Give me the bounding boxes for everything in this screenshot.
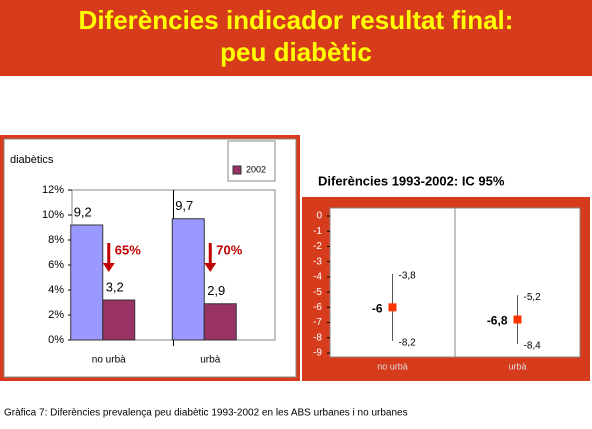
lower-label: -8,4 xyxy=(524,341,542,352)
arrow-head xyxy=(204,263,217,272)
y-tick-label: -1 xyxy=(313,226,322,237)
bar xyxy=(203,303,237,341)
point xyxy=(388,303,397,312)
y-tick-label: -2 xyxy=(313,241,322,252)
y-tick-label: -7 xyxy=(313,317,322,328)
legend-swatch xyxy=(232,165,242,175)
value-label: 3,2 xyxy=(106,279,124,294)
upper-label: -5,2 xyxy=(524,292,542,303)
y-tick-label: 2% xyxy=(48,309,64,321)
caption: Gràfica 7: Diferències prevalença peu di… xyxy=(4,408,408,419)
value-label: 9,7 xyxy=(175,198,193,213)
title-line: Diferències indicador resultat final: xyxy=(79,5,514,35)
y-tick-label: 12% xyxy=(42,184,64,196)
x-tick-label: urbà xyxy=(508,361,526,371)
y-tick-label: 4% xyxy=(48,284,64,296)
y-tick-label: -9 xyxy=(313,348,322,359)
bar xyxy=(70,224,104,341)
y-tick-label: -4 xyxy=(313,272,322,283)
value-label: 9,2 xyxy=(74,204,92,219)
y-tick-label: -3 xyxy=(313,256,322,267)
y-tick-label: -6 xyxy=(313,302,322,313)
y-tick-label: 0 xyxy=(316,211,322,222)
value-label: -6 xyxy=(372,302,383,316)
title-line: peu diabètic xyxy=(220,37,372,67)
value-label: -6,8 xyxy=(487,314,508,328)
bar xyxy=(171,218,205,341)
lower-label: -8,2 xyxy=(399,337,417,348)
legend-label: 2002 xyxy=(246,164,266,174)
y-tick-label: 6% xyxy=(48,259,64,271)
y-tick-label: 0% xyxy=(48,334,64,346)
annotation: 65% xyxy=(115,242,141,257)
chart-title: Diferències 1993-2002: IC 95% xyxy=(318,173,505,188)
point xyxy=(513,315,522,324)
x-tick-label: no urbà xyxy=(92,355,126,366)
y-tick-label: -8 xyxy=(313,332,322,343)
upper-label: -3,8 xyxy=(399,270,417,281)
x-tick-label: urbà xyxy=(200,355,220,366)
value-label: 2,9 xyxy=(207,283,225,298)
legend-box xyxy=(227,140,276,182)
annotation: 70% xyxy=(216,242,242,257)
y-tick-label: 10% xyxy=(42,209,64,221)
x-tick-label: no urbà xyxy=(377,361,408,371)
y-tick-label: -5 xyxy=(313,287,322,298)
arrow-head xyxy=(102,263,115,272)
bar xyxy=(102,299,136,341)
y-axis-label: diabètics xyxy=(10,154,54,166)
y-tick-label: 8% xyxy=(48,234,64,246)
